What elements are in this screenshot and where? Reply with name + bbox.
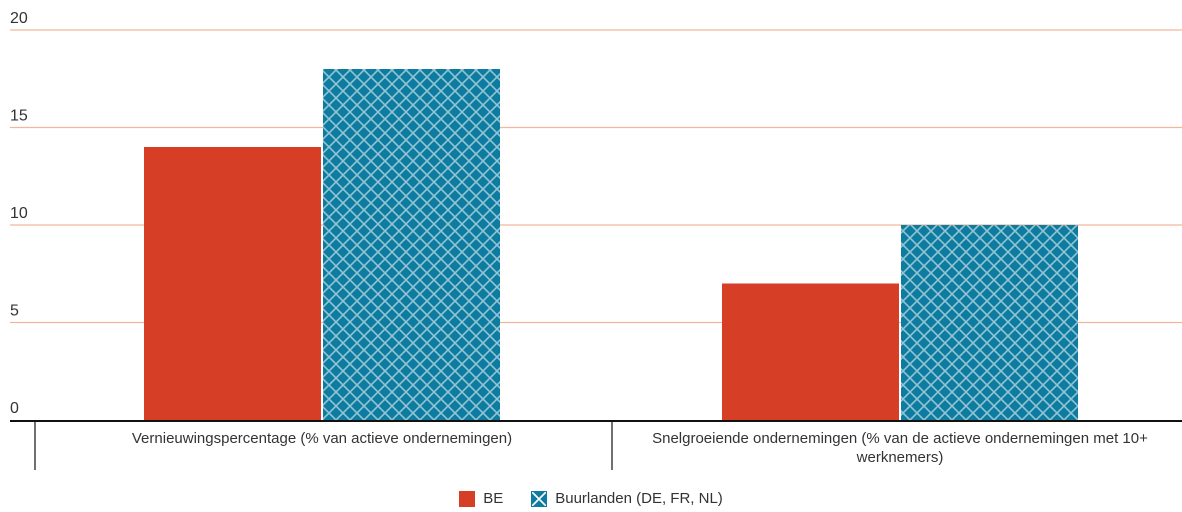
- bar-be[interactable]: [144, 147, 321, 420]
- y-tick-label: 0: [10, 400, 19, 417]
- crosshatch-swatch-icon: [531, 490, 548, 507]
- bars: [144, 69, 1078, 420]
- x-category-label: Vernieuwingspercentage (% van actieve on…: [132, 430, 512, 447]
- legend-label-be: BE: [483, 490, 504, 507]
- y-tick-label: 20: [10, 10, 28, 27]
- legend: BE Buurlanden (DE, FR, NL): [0, 490, 1182, 507]
- bar-chart: 0 5 10 15 20 Vernieuwingspercentage (% van a…: [10, 10, 1182, 470]
- legend-swatch-neighbours: [531, 490, 548, 507]
- x-category-label: werknemers): [856, 449, 944, 466]
- bar-neighbours[interactable]: [901, 225, 1078, 420]
- x-category-label: Snelgroeiende ondernemingen (% van de ac…: [652, 430, 1148, 447]
- bar-neighbours[interactable]: [323, 69, 500, 420]
- y-tick-label: 5: [10, 303, 19, 320]
- legend-item-be[interactable]: BE: [459, 490, 503, 507]
- axes: [10, 420, 1182, 470]
- legend-label-neighbours: Buurlanden (DE, FR, NL): [555, 490, 723, 507]
- bar-be[interactable]: [722, 283, 899, 421]
- legend-item-neighbours[interactable]: Buurlanden (DE, FR, NL): [531, 490, 723, 507]
- y-tick-label: 15: [10, 108, 28, 125]
- legend-swatch-be: [459, 490, 476, 507]
- y-tick-label: 10: [10, 205, 28, 222]
- category-labels: Vernieuwingspercentage (% van actieve on…: [132, 430, 1148, 466]
